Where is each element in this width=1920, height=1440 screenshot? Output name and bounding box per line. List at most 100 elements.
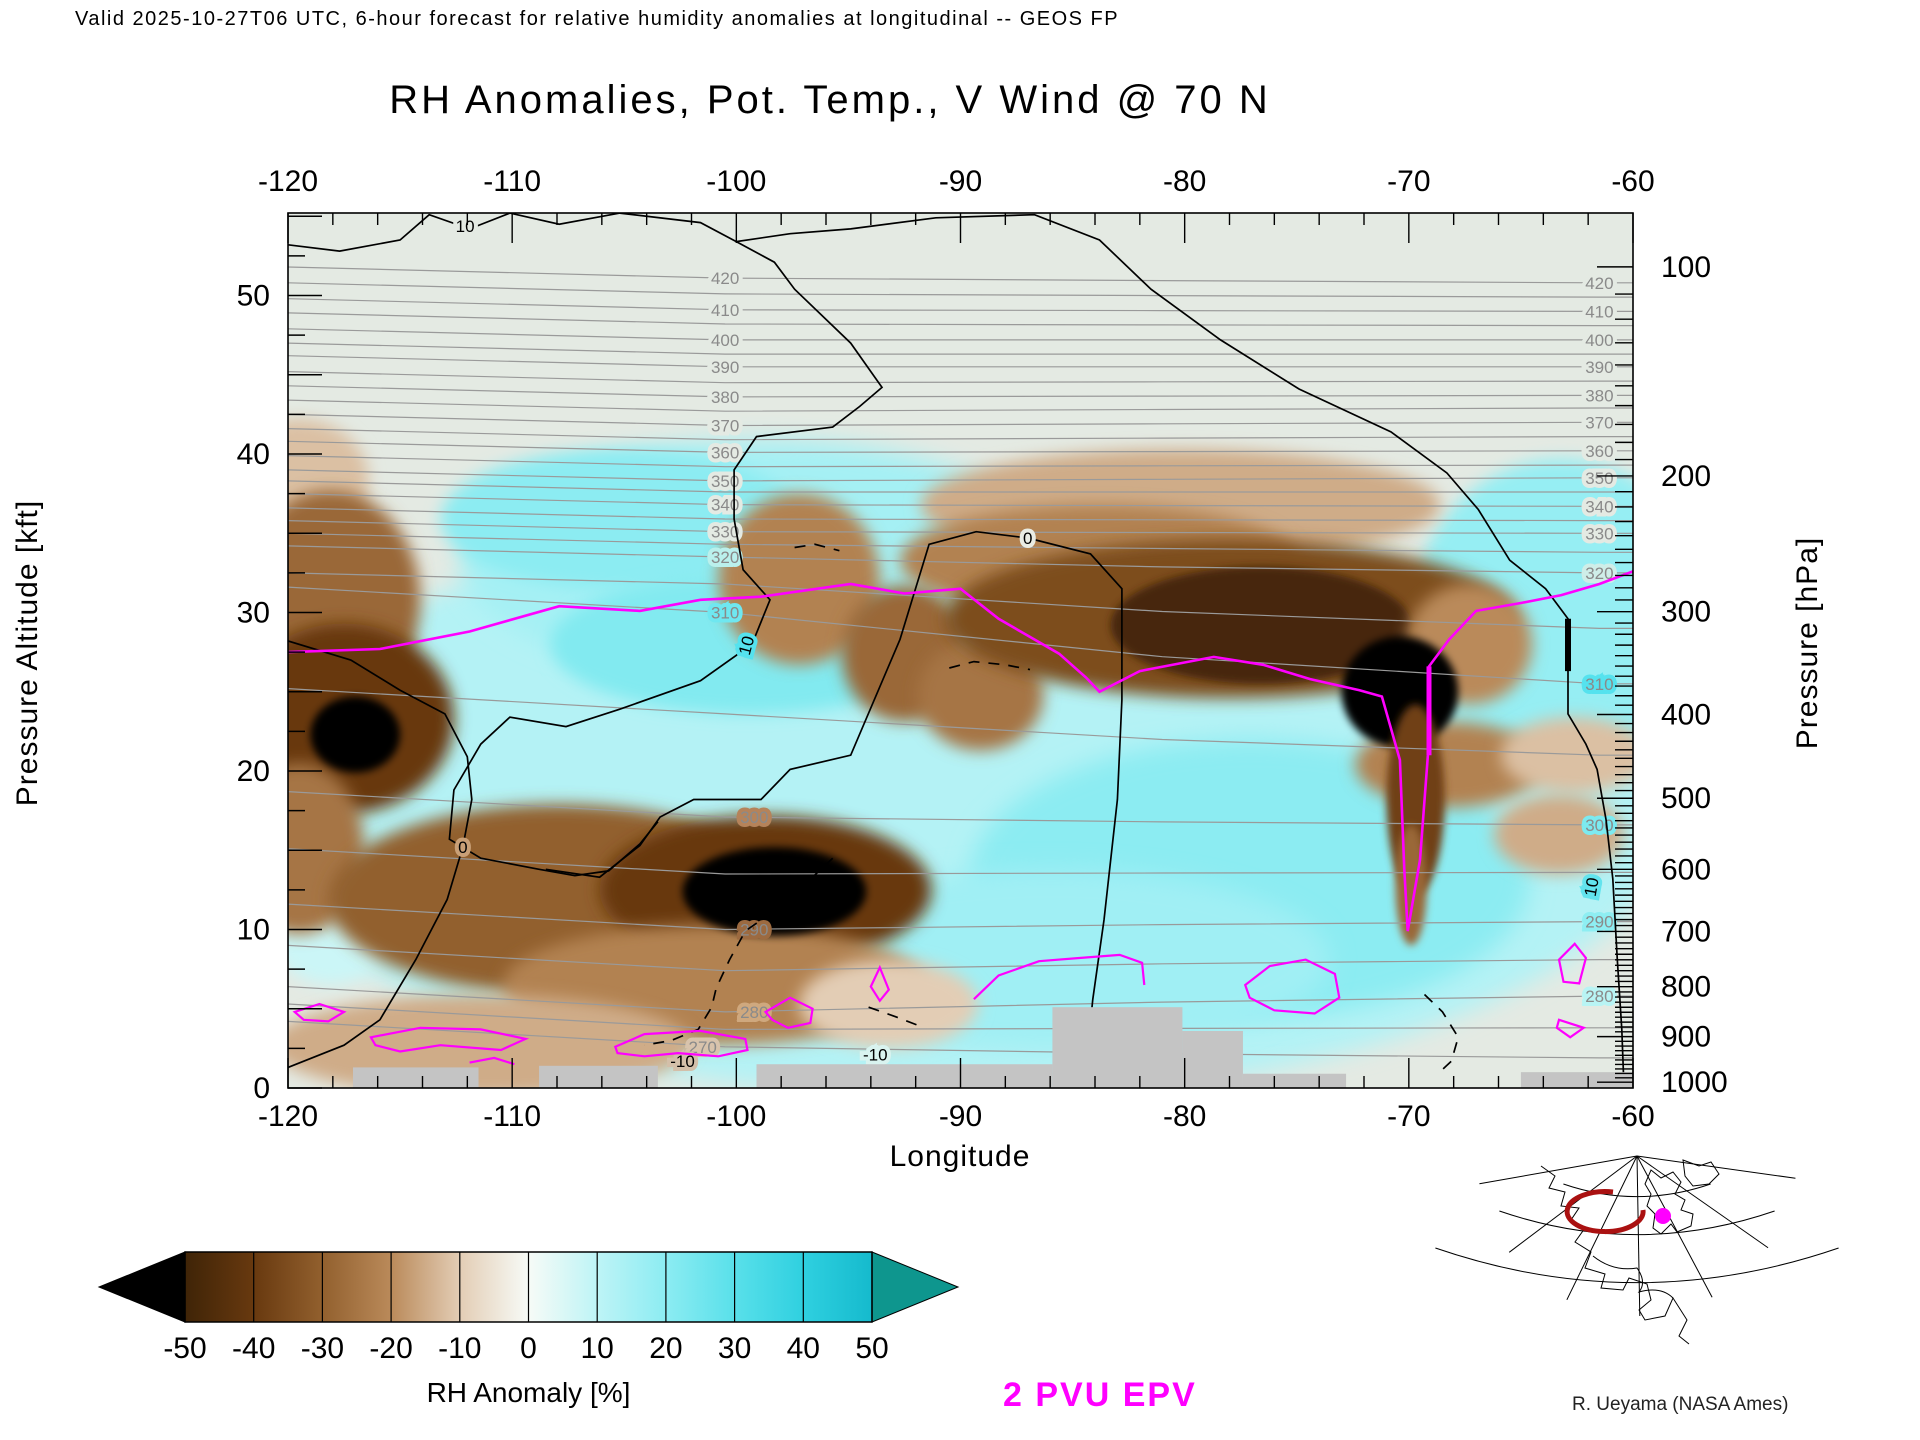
svg-text:400: 400 [1661,699,1711,732]
svg-text:-50: -50 [163,1332,206,1365]
svg-text:-70: -70 [1387,1100,1430,1133]
svg-text:360: 360 [711,443,739,462]
y-axis-title-left: Pressure Altitude [kft] [11,499,44,807]
svg-text:-110: -110 [483,165,541,198]
svg-text:-60: -60 [1611,1100,1654,1133]
svg-text:290: 290 [1585,913,1613,932]
svg-text:290: 290 [740,921,768,940]
svg-text:340: 340 [1585,497,1613,516]
plot-area: 420 420 410 410 400 400 390 390 380 380 370 370 360 3… [288,213,1633,1088]
svg-text:300: 300 [740,808,768,827]
inset-station-dot [1655,1208,1671,1224]
svg-text:310: 310 [711,604,739,623]
svg-text:600: 600 [1661,853,1711,886]
svg-text:330: 330 [1585,524,1613,543]
rh-anomaly-blob [1500,717,1633,794]
svg-text:100: 100 [1661,251,1711,284]
svg-text:1000: 1000 [1661,1066,1728,1099]
svg-text:-60: -60 [1611,165,1654,198]
svg-text:380: 380 [711,388,739,407]
svg-text:700: 700 [1661,915,1711,948]
valid-time-annotation: Valid 2025-10-27T06 UTC, 6-hour forecast… [75,8,1120,30]
svg-text:20: 20 [237,755,270,788]
rh-anomaly-blob [682,847,867,936]
inset-cross-section-arc [1564,1189,1646,1235]
svg-text:420: 420 [1585,274,1613,293]
svg-text:390: 390 [711,358,739,377]
svg-text:0: 0 [253,1072,270,1105]
svg-text:410: 410 [711,301,739,320]
svg-text:-30: -30 [301,1332,344,1365]
svg-text:310: 310 [1585,675,1613,694]
theta-contour-labels: 420 420 410 410 400 400 390 390 380 380 370 370 360 3… [685,265,1618,1061]
svg-text:370: 370 [711,416,739,435]
credits: R. Ueyama (NASA Ames) L. Lait (NASA Ames… [1572,1332,1824,1440]
epv-2pvu-contour [288,570,1633,1066]
svg-text:40: 40 [237,438,270,471]
svg-text:-10: -10 [438,1332,481,1365]
svg-text:420: 420 [711,269,739,288]
svg-text:30: 30 [237,597,270,630]
svg-text:360: 360 [1585,442,1613,461]
svg-text:-100: -100 [706,1100,766,1133]
svg-text:340: 340 [711,496,739,515]
svg-text:400: 400 [1585,331,1613,350]
colorbar-under-arrow [97,1251,186,1323]
svg-text:410: 410 [1585,302,1613,321]
contour-legend: 2 PVU EPV Theta [5 K] V Wind [10 m/s] [1003,1210,1273,1440]
svg-text:0: 0 [1023,529,1032,548]
inset-map [1435,1155,1839,1345]
svg-text:350: 350 [1585,469,1613,488]
colorbar-over-arrow [871,1251,960,1323]
svg-text:380: 380 [1585,386,1613,405]
svg-text:300: 300 [1661,596,1711,629]
svg-text:10: 10 [1581,876,1603,898]
rh-anomaly-blob [1494,794,1625,875]
svg-text:-70: -70 [1387,165,1430,198]
terrain-blocks [353,1007,1633,1088]
svg-text:280: 280 [1585,987,1613,1006]
svg-text:-100: -100 [706,165,766,198]
svg-text:10: 10 [456,217,475,236]
svg-text:-120: -120 [258,1100,318,1133]
svg-text:-90: -90 [939,1100,982,1133]
svg-text:-20: -20 [369,1332,412,1365]
svg-text:20: 20 [649,1332,682,1365]
rh-anomaly-blob [1110,566,1412,684]
svg-text:50: 50 [237,280,270,313]
svg-text:-10: -10 [863,1046,888,1065]
svg-text:300: 300 [1585,816,1613,835]
svg-text:280: 280 [740,1003,768,1022]
rh-anomaly-blob [718,493,880,665]
svg-text:320: 320 [711,548,739,567]
svg-text:50: 50 [855,1332,888,1365]
rh-anomaly-blob [440,449,800,589]
svg-text:-90: -90 [939,165,982,198]
svg-text:10: 10 [581,1332,614,1365]
svg-text:-80: -80 [1163,1100,1206,1133]
svg-text:-120: -120 [258,165,318,198]
svg-text:0: 0 [458,838,467,857]
svg-text:500: 500 [1661,782,1711,815]
y-axis-title-right: Pressure [hPa] [1791,536,1824,750]
credit-line-1: R. Ueyama (NASA Ames) [1572,1394,1789,1415]
x-axis-title: Longitude [889,1140,1031,1173]
v-wind-contours [288,213,1625,1088]
svg-text:-80: -80 [1163,165,1206,198]
svg-text:320: 320 [1585,564,1613,583]
svg-text:40: 40 [787,1332,820,1365]
axis-ticks [287,213,1634,1089]
svg-text:900: 900 [1661,1021,1711,1054]
plot-title: RH Anomalies, Pot. Temp., V Wind @ 70 N [389,78,1271,122]
svg-text:-40: -40 [232,1332,275,1365]
svg-text:350: 350 [711,472,739,491]
rh-anomaly-blob [310,696,401,773]
svg-text:-110: -110 [483,1100,541,1133]
rh-anomaly-blob [288,994,692,1088]
legend-epv: 2 PVU EPV [1003,1376,1197,1414]
rh-anomaly-blob [799,959,979,1049]
svg-text:370: 370 [1585,413,1613,432]
colorbar-caption: RH Anomaly [%] [427,1377,631,1408]
